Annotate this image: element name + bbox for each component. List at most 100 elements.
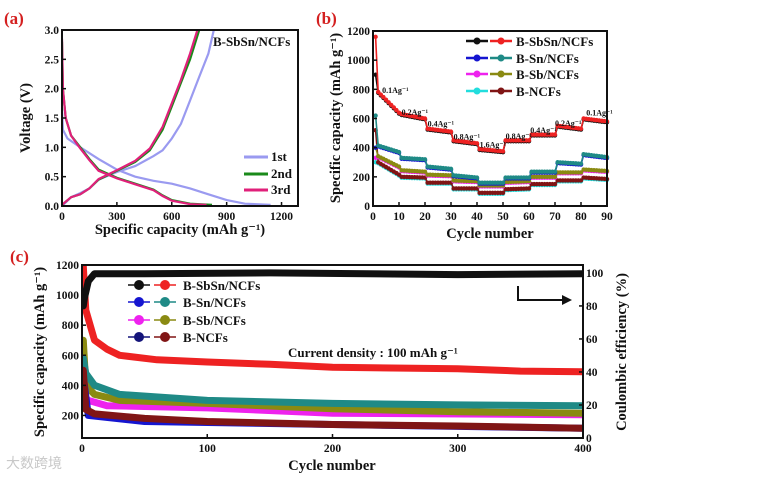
curve-2nd-discharge (62, 41, 213, 206)
y-tick-label-c: 800 (62, 320, 80, 332)
plot-frame-a (61, 29, 299, 207)
x-tick-label-b: 50 (497, 211, 509, 223)
legend-marker-c (160, 332, 170, 342)
rate-point-B-SbSn/NCFs (474, 141, 480, 146)
y-right-tick-label-c: 100 (586, 268, 604, 280)
rate-point-B-Sn/NCFs (552, 169, 558, 174)
x-tick-label-c: 0 (79, 443, 85, 455)
legend-c: B-SbSn/NCFs B-Sn/NCFs B-Sb/NCFs B-NCFs (128, 278, 260, 345)
rate-point-B-Sn/NCFs (474, 175, 480, 180)
x-tick-label-c: 200 (324, 443, 342, 455)
legend-label-1st: 1st (271, 149, 288, 164)
panel-b-rate-capability: (b) Cycle number Specific capacity (mAh … (316, 9, 613, 242)
curve-1st-discharge (62, 109, 271, 206)
legend-b: B-SbSn/NCFs B-Sn/NCFs B-Sb/NCFs B-NCFs (466, 34, 593, 99)
rate-annotation: 0.1Ag⁻¹ (382, 86, 409, 95)
legend-marker-c (134, 297, 144, 307)
current-density-annotation: Current density : 100 mAh g⁻¹ (288, 345, 458, 360)
rate-annotation: 0.8Ag⁻¹ (506, 132, 533, 141)
rate-point-B-NCFs (552, 181, 558, 187)
legend-label-b-sb: B-Sb/NCFs (516, 67, 579, 82)
rate-point-B-NCFs (500, 190, 506, 196)
y-tick-label-a: 3.0 (45, 25, 60, 37)
legend-marker-b (497, 70, 505, 78)
rate-annotation: 0.4Ag⁻¹ (530, 126, 557, 135)
curve-3rd-discharge (62, 38, 207, 206)
panel-a-voltage-profile: (a) B-SbSn/NCFs Specific capacity (mAh g… (4, 9, 299, 238)
legend-marker-b (473, 54, 481, 62)
right-axis-arrow (517, 286, 566, 301)
rate-annotation: 0.8Ag⁻¹ (454, 133, 481, 142)
rate-point-B-NCFs (526, 186, 532, 191)
y-tick-label-a: 1.0 (45, 142, 60, 154)
rate-point-B-Sn/NCFs (448, 166, 454, 172)
y-tick-label-b: 1000 (347, 55, 370, 67)
x-tick-label-a: 600 (163, 211, 181, 223)
legend-label-c-sb: B-Sb/NCFs (183, 313, 246, 328)
y-axis-title-b: Specific capacity (mAh g⁻¹) (328, 33, 344, 203)
x-tick-label-c: 400 (574, 443, 592, 455)
x-axis-title-b: Cycle number (446, 226, 534, 242)
y-tick-label-a: 0.5 (45, 172, 60, 184)
panel-label-b: (b) (316, 9, 337, 28)
legend-marker-b (497, 54, 505, 62)
legend-marker-b (497, 87, 505, 95)
legend-marker-c (134, 315, 144, 325)
y-axis-right-title-c: Coulombic efficiency (%) (614, 273, 630, 431)
x-tick-label-b: 0 (370, 211, 376, 223)
x-tick-label-a: 300 (108, 211, 126, 223)
rate-point-B-SbSn/NCFs (578, 126, 584, 131)
legend-marker-c (160, 297, 170, 307)
y-tick-label-b: 200 (353, 172, 371, 184)
legend-label-c-sn: B-Sn/NCFs (183, 295, 246, 310)
y-tick-label-b: 800 (353, 84, 371, 96)
x-axis-title-c: Cycle number (288, 458, 376, 474)
y-tick-label-c: 400 (62, 380, 80, 392)
legend-label-c-ncfs: B-NCFs (183, 330, 228, 345)
x-tick-label-b: 80 (575, 211, 587, 223)
y-tick-label-c: 1000 (56, 290, 79, 302)
y-tick-label-b: 0 (364, 201, 370, 213)
y-tick-label-a: 0.0 (45, 201, 60, 213)
panel-a-title: B-SbSn/NCFs (213, 34, 290, 49)
y-tick-label-c: 1200 (56, 260, 79, 272)
plot-frame-c (81, 264, 584, 439)
rate-point-B-Sb/NCFs (552, 174, 558, 180)
y-right-tick-label-c: 20 (586, 400, 598, 412)
rate-point-B-NCFs (578, 178, 584, 183)
x-tick-label-b: 20 (419, 211, 431, 223)
y-tick-label-b: 600 (353, 114, 371, 126)
rate-point-B-Sn/NCFs (422, 157, 428, 162)
x-tick-label-b: 30 (445, 211, 457, 223)
plot-frame-b (372, 30, 608, 207)
x-tick-label-b: 40 (471, 211, 483, 223)
rate-point-B-Sn/NCFs (373, 113, 378, 118)
y-right-tick-label-c: 60 (586, 334, 598, 346)
y-right-tick-label-c: 40 (586, 367, 598, 379)
y-tick-label-a: 1.5 (45, 113, 60, 125)
rate-annotation: 0.4Ag⁻¹ (428, 120, 455, 129)
panel-label-a: (a) (4, 9, 24, 28)
y-tick-label-b: 400 (353, 143, 371, 155)
y-right-tick-label-c: 80 (586, 301, 598, 313)
legend-marker-b (473, 70, 481, 78)
x-tick-label-a: 900 (218, 211, 236, 223)
y-tick-label-a: 2.5 (45, 54, 60, 66)
panel-c-long-cycling: (c) Cycle number Specific capacity (mAh … (10, 247, 630, 474)
legend-marker-b (473, 87, 481, 95)
rate-point-B-SbSn/NCFs (422, 116, 428, 121)
curve-3rd-charge (62, 30, 199, 206)
x-axis-title-a: Specific capacity (mAh g⁻¹) (95, 222, 265, 238)
y-tick-label-c: 200 (62, 410, 80, 422)
legend-label-c-sbsn: B-SbSn/NCFs (183, 278, 260, 293)
x-tick-label-c: 100 (199, 443, 217, 455)
legend-a: 1st 2nd 3rd (244, 149, 293, 197)
rate-point-B-SbSn/NCFs (373, 34, 378, 40)
x-tick-label-c: 300 (449, 443, 467, 455)
legend-label-b-sn: B-Sn/NCFs (516, 51, 579, 66)
rate-point-B-Sn/NCFs (396, 149, 402, 155)
rate-point-B-SbSn/NCFs (526, 138, 532, 143)
rate-point-B-Sb/NCFs (422, 169, 428, 174)
rate-annotation: 1.6Ag⁻¹ (480, 141, 507, 150)
